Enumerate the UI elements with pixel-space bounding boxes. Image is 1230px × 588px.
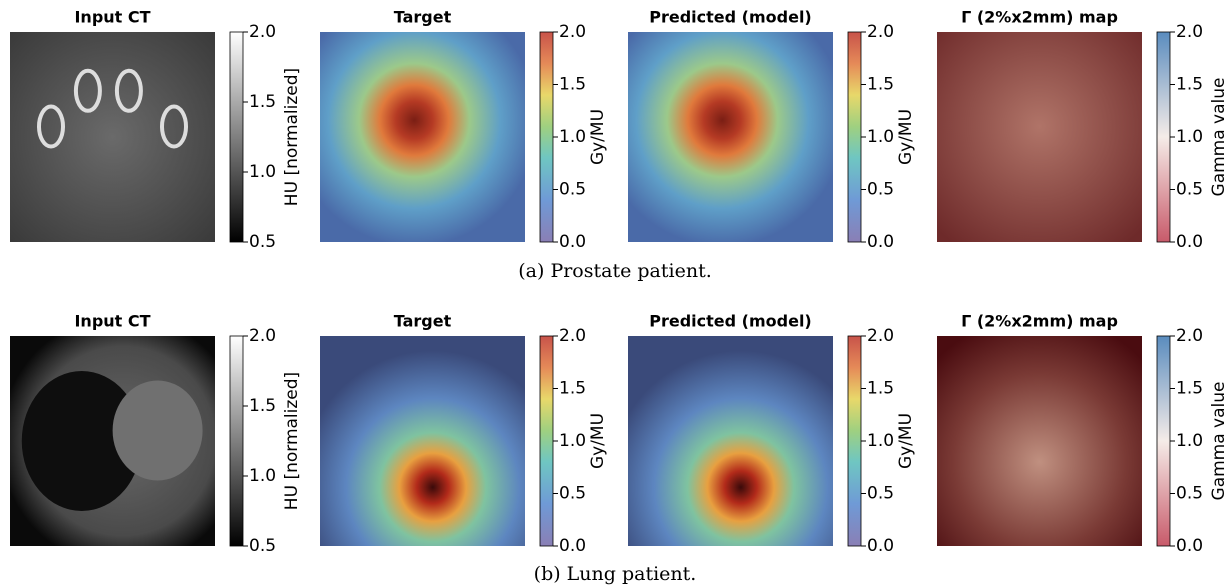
colorbar-tick-label: 1.0 [559,431,586,451]
colorbar-tick-label: 0.5 [249,232,276,252]
dose-image [320,336,525,546]
panel-title: Input CT [74,8,150,27]
colorbar-tick-label: 1.5 [559,379,586,399]
colorbar-tick-label: 0.5 [249,536,276,556]
colorbar-tick-label: 1.0 [1176,431,1203,451]
colorbar [540,32,553,242]
colorbar-tick-label: 1.0 [867,127,894,147]
colorbar [848,32,861,242]
colorbar-tick-label: 2.0 [559,22,586,42]
colorbar-tick-label: 2.0 [1176,326,1203,346]
panel-title: Target [394,8,452,27]
figure: Input CT 0.5 1.0 1.5 2.0 HU [normalized] Targe… [0,0,1230,588]
caption: (b) Lung patient. [534,563,697,585]
colorbar-tick-label: 0.5 [1176,484,1203,504]
colorbar-tick-label: 1.0 [867,431,894,451]
colorbar [230,32,243,242]
colorbar-tick-label: 1.0 [1176,127,1203,147]
colorbar-tick-label: 1.5 [249,92,276,112]
colorbar [230,336,243,546]
dose-image [628,336,833,546]
colorbar [848,336,861,546]
colorbar-tick-label: 2.0 [249,22,276,42]
colorbar-tick-label: 1.5 [559,75,586,95]
colorbar [1157,32,1170,242]
colorbar-label: Gamma value [1209,382,1229,501]
colorbar-tick-label: 1.5 [1176,75,1203,95]
colorbar-tick-label: 1.5 [1176,379,1203,399]
page: Input CT 0.5 1.0 1.5 2.0 HU [normalized] Targe… [0,0,1230,588]
colorbar [1157,336,1170,546]
panel-title: Target [394,312,452,331]
colorbar-tick-label: 0.5 [867,180,894,200]
colorbar-tick-label: 0.5 [559,484,586,504]
heart [113,381,203,481]
colorbar-tick-label: 2.0 [867,22,894,42]
colorbar-label: Gy/MU [588,413,608,469]
colorbar-tick-label: 0.0 [559,536,586,556]
colorbar-tick-label: 0.0 [867,536,894,556]
colorbar-tick-label: 1.0 [249,162,276,182]
panel-title: Predicted (model) [649,312,812,331]
colorbar-tick-label: 1.0 [249,466,276,486]
colorbar-label: Gy/MU [896,413,916,469]
colorbar-tick-label: 0.0 [1176,536,1203,556]
colorbar-tick-label: 2.0 [249,326,276,346]
colorbar-tick-label: 0.0 [1176,232,1203,252]
colorbar-tick-label: 2.0 [1176,22,1203,42]
colorbar-tick-label: 0.0 [559,232,586,252]
colorbar-tick-label: 0.5 [1176,180,1203,200]
gamma-image [937,336,1142,546]
colorbar-label: Gamma value [1209,78,1229,197]
colorbar-tick-label: 0.5 [559,180,586,200]
colorbar-label: HU [normalized] [282,372,302,510]
colorbar-tick-label: 1.5 [867,75,894,95]
colorbar-tick-label: 1.0 [559,127,586,147]
colorbar-label: Gy/MU [896,109,916,165]
gamma-image [937,32,1142,242]
colorbar-tick-label: 1.5 [867,379,894,399]
dose-image [628,32,833,242]
panel-title: Input CT [74,312,150,331]
colorbar-label: Gy/MU [588,109,608,165]
colorbar-tick-label: 2.0 [867,326,894,346]
colorbar [540,336,553,546]
panel-title: Γ (2%x2mm) map [961,8,1118,27]
colorbar-tick-label: 0.0 [867,232,894,252]
colorbar-tick-label: 2.0 [559,326,586,346]
dose-image [320,32,525,242]
colorbar-tick-label: 0.5 [867,484,894,504]
colorbar-label: HU [normalized] [282,68,302,206]
panel-title: Γ (2%x2mm) map [961,312,1118,331]
panel-title: Predicted (model) [649,8,812,27]
colorbar-tick-label: 1.5 [249,396,276,416]
caption: (a) Prostate patient. [518,260,712,282]
